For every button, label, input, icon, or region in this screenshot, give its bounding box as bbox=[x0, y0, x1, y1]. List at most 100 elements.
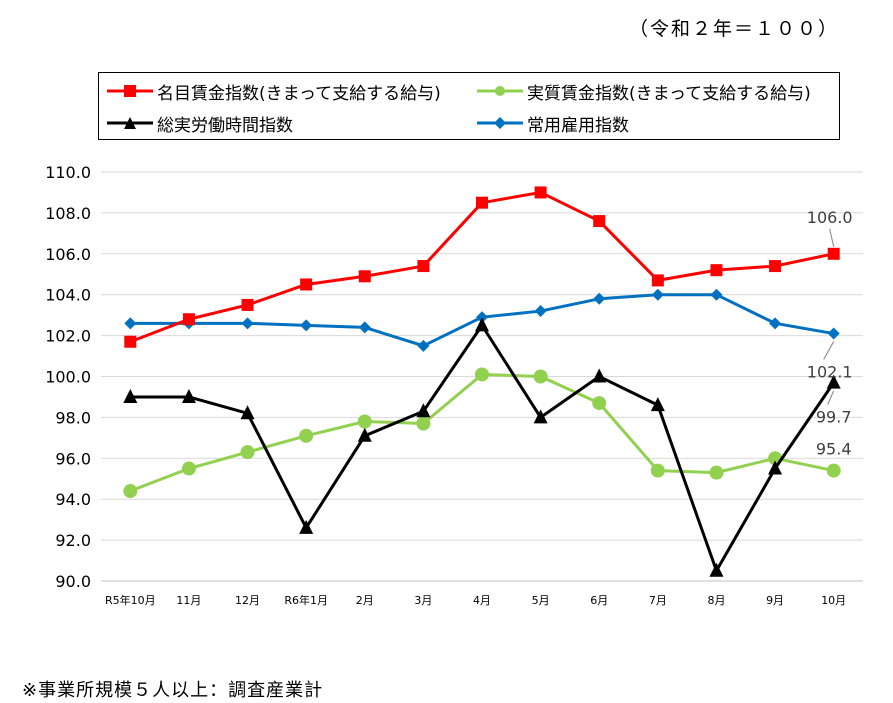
y-tick-label: 98.0 bbox=[55, 408, 91, 427]
data-point-square bbox=[710, 264, 723, 277]
legend-label-employment: 常用雇用指数 bbox=[527, 115, 629, 136]
data-label: 95.4 bbox=[816, 440, 852, 459]
series-line bbox=[129, 190, 834, 344]
data-point-circle bbox=[650, 463, 665, 478]
data-label: 102.1 bbox=[807, 363, 853, 382]
legend-label-hours: 総実労働時間指数 bbox=[157, 115, 293, 136]
data-point-triangle bbox=[768, 460, 783, 475]
y-tick-label: 104.0 bbox=[45, 286, 91, 305]
x-tick-label: R5年10月 bbox=[105, 593, 156, 607]
data-point-diamond bbox=[593, 292, 606, 305]
data-point-triangle bbox=[181, 388, 196, 403]
y-tick-label: 96.0 bbox=[55, 449, 91, 468]
data-point-circle bbox=[299, 428, 314, 443]
legend-label-real-wage: 実質賃金指数(きまって支給する給与) bbox=[527, 83, 811, 104]
data-label-leader bbox=[823, 341, 835, 360]
data-point-triangle bbox=[475, 317, 489, 332]
legend-marker-square-icon bbox=[107, 85, 153, 97]
legend-item-real-wage: 実質賃金指数(きまって支給する給与) bbox=[477, 79, 811, 104]
series-line bbox=[129, 372, 834, 493]
data-label-leader bbox=[829, 228, 835, 247]
data-point-diamond bbox=[827, 327, 840, 340]
legend-marker-triangle-icon bbox=[107, 117, 153, 129]
legend-item-employment: 常用雇用指数 bbox=[477, 111, 629, 136]
data-point-diamond bbox=[417, 339, 430, 352]
series-line bbox=[130, 293, 834, 348]
x-tick-label: 12月 bbox=[235, 594, 260, 607]
data-point-diamond bbox=[358, 321, 371, 334]
data-point-square bbox=[182, 313, 195, 326]
data-point-circle bbox=[826, 463, 841, 478]
data-point-diamond bbox=[476, 311, 488, 324]
base-year-note: （令和２年＝１００） bbox=[628, 18, 839, 40]
legend-label-nominal-wage: 名目賃金指数(きまって支給する給与) bbox=[157, 83, 441, 104]
data-point-circle bbox=[181, 461, 196, 476]
x-tick-label: 4月 bbox=[473, 594, 491, 607]
data-point-triangle bbox=[416, 403, 431, 418]
data-point-square bbox=[769, 260, 782, 273]
data-point-square bbox=[417, 260, 430, 273]
data-point-triangle bbox=[299, 519, 314, 534]
y-tick-label: 94.0 bbox=[55, 490, 91, 509]
y-tick-label: 102.0 bbox=[45, 327, 91, 346]
y-tick-label: 90.0 bbox=[55, 572, 91, 591]
data-point-triangle bbox=[650, 397, 665, 412]
data-point-diamond bbox=[651, 288, 664, 301]
x-tick-label: 8月 bbox=[707, 594, 725, 607]
y-tick-label: 92.0 bbox=[55, 531, 91, 550]
x-tick-label: 11月 bbox=[176, 594, 201, 607]
series-line bbox=[130, 323, 835, 573]
data-point-circle bbox=[357, 414, 372, 429]
legend-marker-circle-icon bbox=[477, 86, 523, 96]
y-tick-label: 108.0 bbox=[45, 204, 91, 223]
data-point-circle bbox=[592, 396, 607, 411]
data-point-square bbox=[241, 298, 254, 311]
legend-marker-diamond-icon bbox=[477, 117, 523, 129]
x-tick-label: 9月 bbox=[766, 594, 784, 607]
data-point-square bbox=[476, 196, 488, 209]
data-point-square bbox=[827, 247, 840, 260]
data-label: 106.0 bbox=[807, 208, 853, 227]
y-tick-label: 110.0 bbox=[45, 163, 91, 182]
data-label: 99.7 bbox=[816, 408, 852, 427]
data-point-circle bbox=[533, 369, 548, 384]
data-point-circle bbox=[768, 451, 783, 466]
chart-legend: 名目賃金指数(きまって支給する給与) 実質賃金指数(きまって支給する給与) 総実… bbox=[98, 72, 840, 140]
data-point-circle bbox=[123, 484, 138, 499]
data-point-circle bbox=[416, 416, 431, 431]
data-point-triangle bbox=[123, 388, 138, 403]
data-point-triangle bbox=[533, 409, 548, 424]
legend-item-hours: 総実労働時間指数 bbox=[107, 111, 293, 136]
data-label-leader bbox=[827, 390, 835, 405]
data-point-diamond bbox=[300, 319, 313, 332]
x-tick-label: 10月 bbox=[821, 594, 846, 607]
y-tick-label: 100.0 bbox=[45, 368, 91, 387]
y-tick-label: 106.0 bbox=[45, 245, 91, 264]
data-point-square bbox=[534, 186, 547, 199]
data-point-square bbox=[358, 270, 371, 283]
data-point-diamond bbox=[534, 305, 547, 318]
x-tick-label: 5月 bbox=[532, 594, 550, 607]
legend-item-nominal-wage: 名目賃金指数(きまって支給する給与) bbox=[107, 79, 441, 104]
data-point-circle bbox=[240, 445, 255, 460]
data-point-circle bbox=[709, 465, 724, 480]
data-point-triangle bbox=[592, 368, 607, 383]
data-point-square bbox=[124, 335, 137, 348]
x-tick-label: 7月 bbox=[649, 594, 667, 607]
data-point-diamond bbox=[710, 288, 723, 301]
data-point-triangle bbox=[826, 374, 841, 389]
data-point-circle bbox=[475, 367, 489, 382]
scope-footnote: ※事業所規模５人以上：調査産業計 bbox=[22, 680, 324, 701]
data-point-diamond bbox=[769, 317, 782, 330]
data-point-triangle bbox=[709, 562, 724, 577]
data-point-triangle bbox=[240, 405, 255, 420]
x-tick-label: 2月 bbox=[356, 594, 374, 607]
data-point-square bbox=[300, 278, 313, 291]
x-tick-label: 6月 bbox=[590, 594, 608, 607]
data-point-diamond bbox=[124, 317, 137, 330]
data-point-triangle bbox=[357, 427, 372, 442]
x-tick-label: R6年1月 bbox=[284, 593, 328, 607]
x-tick-label: 3月 bbox=[414, 594, 432, 607]
data-point-diamond bbox=[182, 317, 195, 330]
data-point-square bbox=[651, 274, 664, 287]
